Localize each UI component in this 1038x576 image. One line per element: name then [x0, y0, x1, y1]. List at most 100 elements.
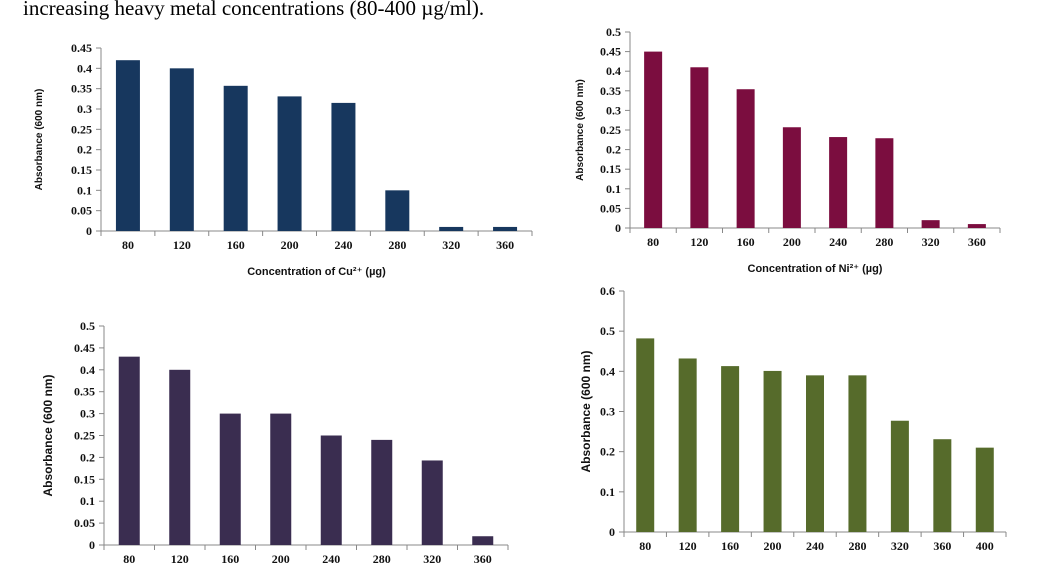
y-tick-label: 0.45	[74, 341, 95, 355]
x-tick-label: 160	[221, 552, 239, 566]
y-tick-label: 0.25	[71, 122, 92, 136]
x-tick-label: 240	[334, 238, 352, 252]
x-tick-label: 80	[647, 235, 659, 249]
y-tick-label: 0.1	[80, 494, 95, 508]
bar	[975, 447, 994, 532]
x-tick-label: 160	[721, 539, 739, 553]
bar	[219, 413, 241, 545]
x-tick-label: 160	[227, 238, 245, 252]
bar	[736, 89, 755, 229]
bar	[848, 375, 867, 532]
bar	[115, 60, 140, 232]
x-tick-label: 320	[423, 552, 441, 566]
y-tick-label: 0.2	[606, 143, 621, 157]
y-tick-label: 0.3	[606, 103, 621, 117]
y-tick-label: 0.2	[80, 450, 95, 464]
x-tick-label: 200	[783, 235, 801, 249]
x-tick-label: 320	[891, 539, 909, 553]
x-axis-label: Concentration of Ni²⁺ (µg)	[748, 263, 883, 275]
x-tick-label: 160	[737, 235, 755, 249]
bar	[967, 224, 986, 228]
x-tick-label: 200	[281, 238, 299, 252]
y-tick-label: 0.05	[74, 516, 95, 530]
y-tick-label: 0.25	[600, 123, 621, 137]
x-tick-label: 240	[829, 235, 847, 249]
x-tick-label: 240	[806, 539, 824, 553]
x-tick-label: 120	[690, 235, 708, 249]
y-tick-label: 0.45	[71, 41, 92, 55]
x-tick-label: 320	[922, 235, 940, 249]
bar	[806, 375, 824, 532]
y-tick-label: 0.1	[606, 182, 621, 196]
y-tick-label: 0	[615, 221, 621, 235]
y-tick-label: 0.35	[74, 385, 95, 399]
bar	[439, 226, 464, 231]
bar	[277, 96, 302, 231]
y-tick-label: 0.4	[80, 363, 95, 377]
bar	[678, 358, 697, 532]
x-tick-label: 200	[764, 539, 782, 553]
x-tick-label: 320	[442, 238, 460, 252]
bar	[371, 439, 393, 545]
bar	[223, 85, 248, 231]
x-tick-label: 200	[272, 552, 290, 566]
y-tick-label: 0.2	[600, 445, 615, 459]
x-tick-label: 80	[122, 238, 134, 252]
bar	[875, 138, 894, 228]
y-tick-label: 0	[609, 525, 615, 539]
x-tick-label: 360	[496, 238, 514, 252]
x-tick-label: 360	[933, 539, 951, 553]
y-tick-label: 0.15	[600, 162, 621, 176]
bar	[921, 220, 940, 228]
y-tick-label: 0.25	[74, 429, 95, 443]
x-tick-label: 280	[875, 235, 893, 249]
y-tick-label: 0.3	[77, 102, 92, 116]
x-tick-label: 360	[474, 552, 492, 566]
y-tick-label: 0.3	[600, 405, 615, 419]
x-tick-label: 360	[968, 235, 986, 249]
y-tick-label: 0.3	[80, 407, 95, 421]
x-tick-label: 280	[388, 238, 406, 252]
y-axis-label: Absorbance (600 nm)	[41, 374, 55, 496]
bar	[331, 102, 356, 232]
y-tick-label: 0	[86, 224, 92, 238]
y-tick-label: 0.2	[77, 143, 92, 157]
y-tick-label: 0.1	[600, 485, 615, 499]
bar	[763, 370, 782, 532]
y-tick-label: 0	[89, 538, 95, 552]
y-tick-label: 0.1	[77, 183, 92, 197]
y-tick-label: 0.5	[606, 25, 621, 39]
bar	[169, 369, 191, 545]
y-tick-label: 0.4	[606, 64, 621, 78]
x-tick-label: 120	[679, 539, 697, 553]
bar	[933, 439, 952, 532]
bar	[472, 536, 494, 545]
bar	[493, 226, 518, 231]
bar	[118, 356, 140, 545]
bar	[721, 366, 740, 532]
x-tick-label: 120	[173, 238, 191, 252]
y-tick-label: 0.45	[600, 45, 621, 59]
y-tick-label: 0.15	[74, 472, 95, 486]
bar	[644, 51, 663, 228]
y-tick-label: 0.35	[71, 82, 92, 96]
y-axis-label: Absorbance (600 nm)	[34, 89, 45, 191]
bar	[890, 420, 909, 532]
bar	[782, 127, 801, 228]
y-tick-label: 0.05	[71, 204, 92, 218]
x-tick-label: 240	[322, 552, 340, 566]
y-tick-label: 0.6	[600, 284, 615, 298]
bar	[690, 67, 709, 228]
x-tick-label: 280	[848, 539, 866, 553]
x-tick-label: 400	[976, 539, 994, 553]
x-axis-label: Concentration of Cu²⁺ (µg)	[247, 266, 386, 278]
bar	[169, 68, 194, 231]
bar	[270, 413, 292, 545]
y-tick-label: 0.05	[600, 201, 621, 215]
y-tick-label: 0.15	[71, 163, 92, 177]
x-tick-label: 120	[171, 552, 189, 566]
